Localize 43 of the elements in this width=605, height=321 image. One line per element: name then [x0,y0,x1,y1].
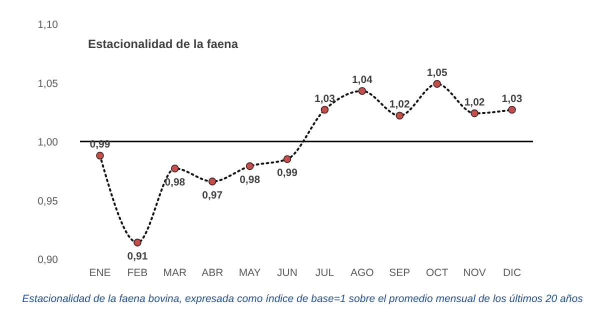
point [470,109,478,118]
point [246,162,254,170]
point [358,87,366,95]
x-tick-label: AGO [350,267,374,279]
point [433,80,441,88]
text: Estacionalidad de la faena bovina, expresada como índice de base=1 sobre el promedio mensual de los últimos 20 años [22,293,584,305]
point [134,238,142,246]
y-tick-label: 0,90 [38,254,58,266]
point [208,178,216,186]
x-tick-label: ENE [89,267,111,279]
point [171,164,179,172]
x-tick-label: JUL [315,267,334,279]
x-tick-label: SEP [389,267,410,279]
text: Estacionalidad de la faena [88,37,238,51]
data-label: 1,03 [502,92,522,105]
x-tick-label: OCT [426,267,449,279]
point [320,106,329,114]
x-tick-label: MAY [238,267,261,279]
data-label: 1,05 [426,66,448,79]
point [508,106,516,114]
y-tick-label: 1,00 [38,136,58,148]
x-tick-label: JUN [277,267,298,279]
y-tick-label: 0,95 [38,195,58,208]
point [396,112,404,120]
x-tick-label: ABR [202,267,224,279]
data-label: 1,02 [389,98,410,111]
point [283,155,292,164]
data-label: 0,99 [277,167,298,180]
y-tick-label: 1,05 [38,78,58,90]
point [96,152,104,160]
data-label: 0,98 [240,174,260,186]
x-tick-label: NOV [463,267,486,279]
data-label: 0,97 [202,189,223,202]
y-tick-label: 1,10 [38,19,58,31]
data-label: 1,02 [464,96,485,108]
data-label: 0,99 [90,138,110,151]
data-label: 1,03 [314,92,336,105]
x-tick-label: MAR [163,267,187,279]
data-label: 0,98 [164,176,186,189]
x-tick-label: FEB [127,267,148,279]
data-label: 0,91 [127,250,148,263]
x-tick-label: DIC [502,267,522,279]
data-label: 1,04 [352,74,373,86]
